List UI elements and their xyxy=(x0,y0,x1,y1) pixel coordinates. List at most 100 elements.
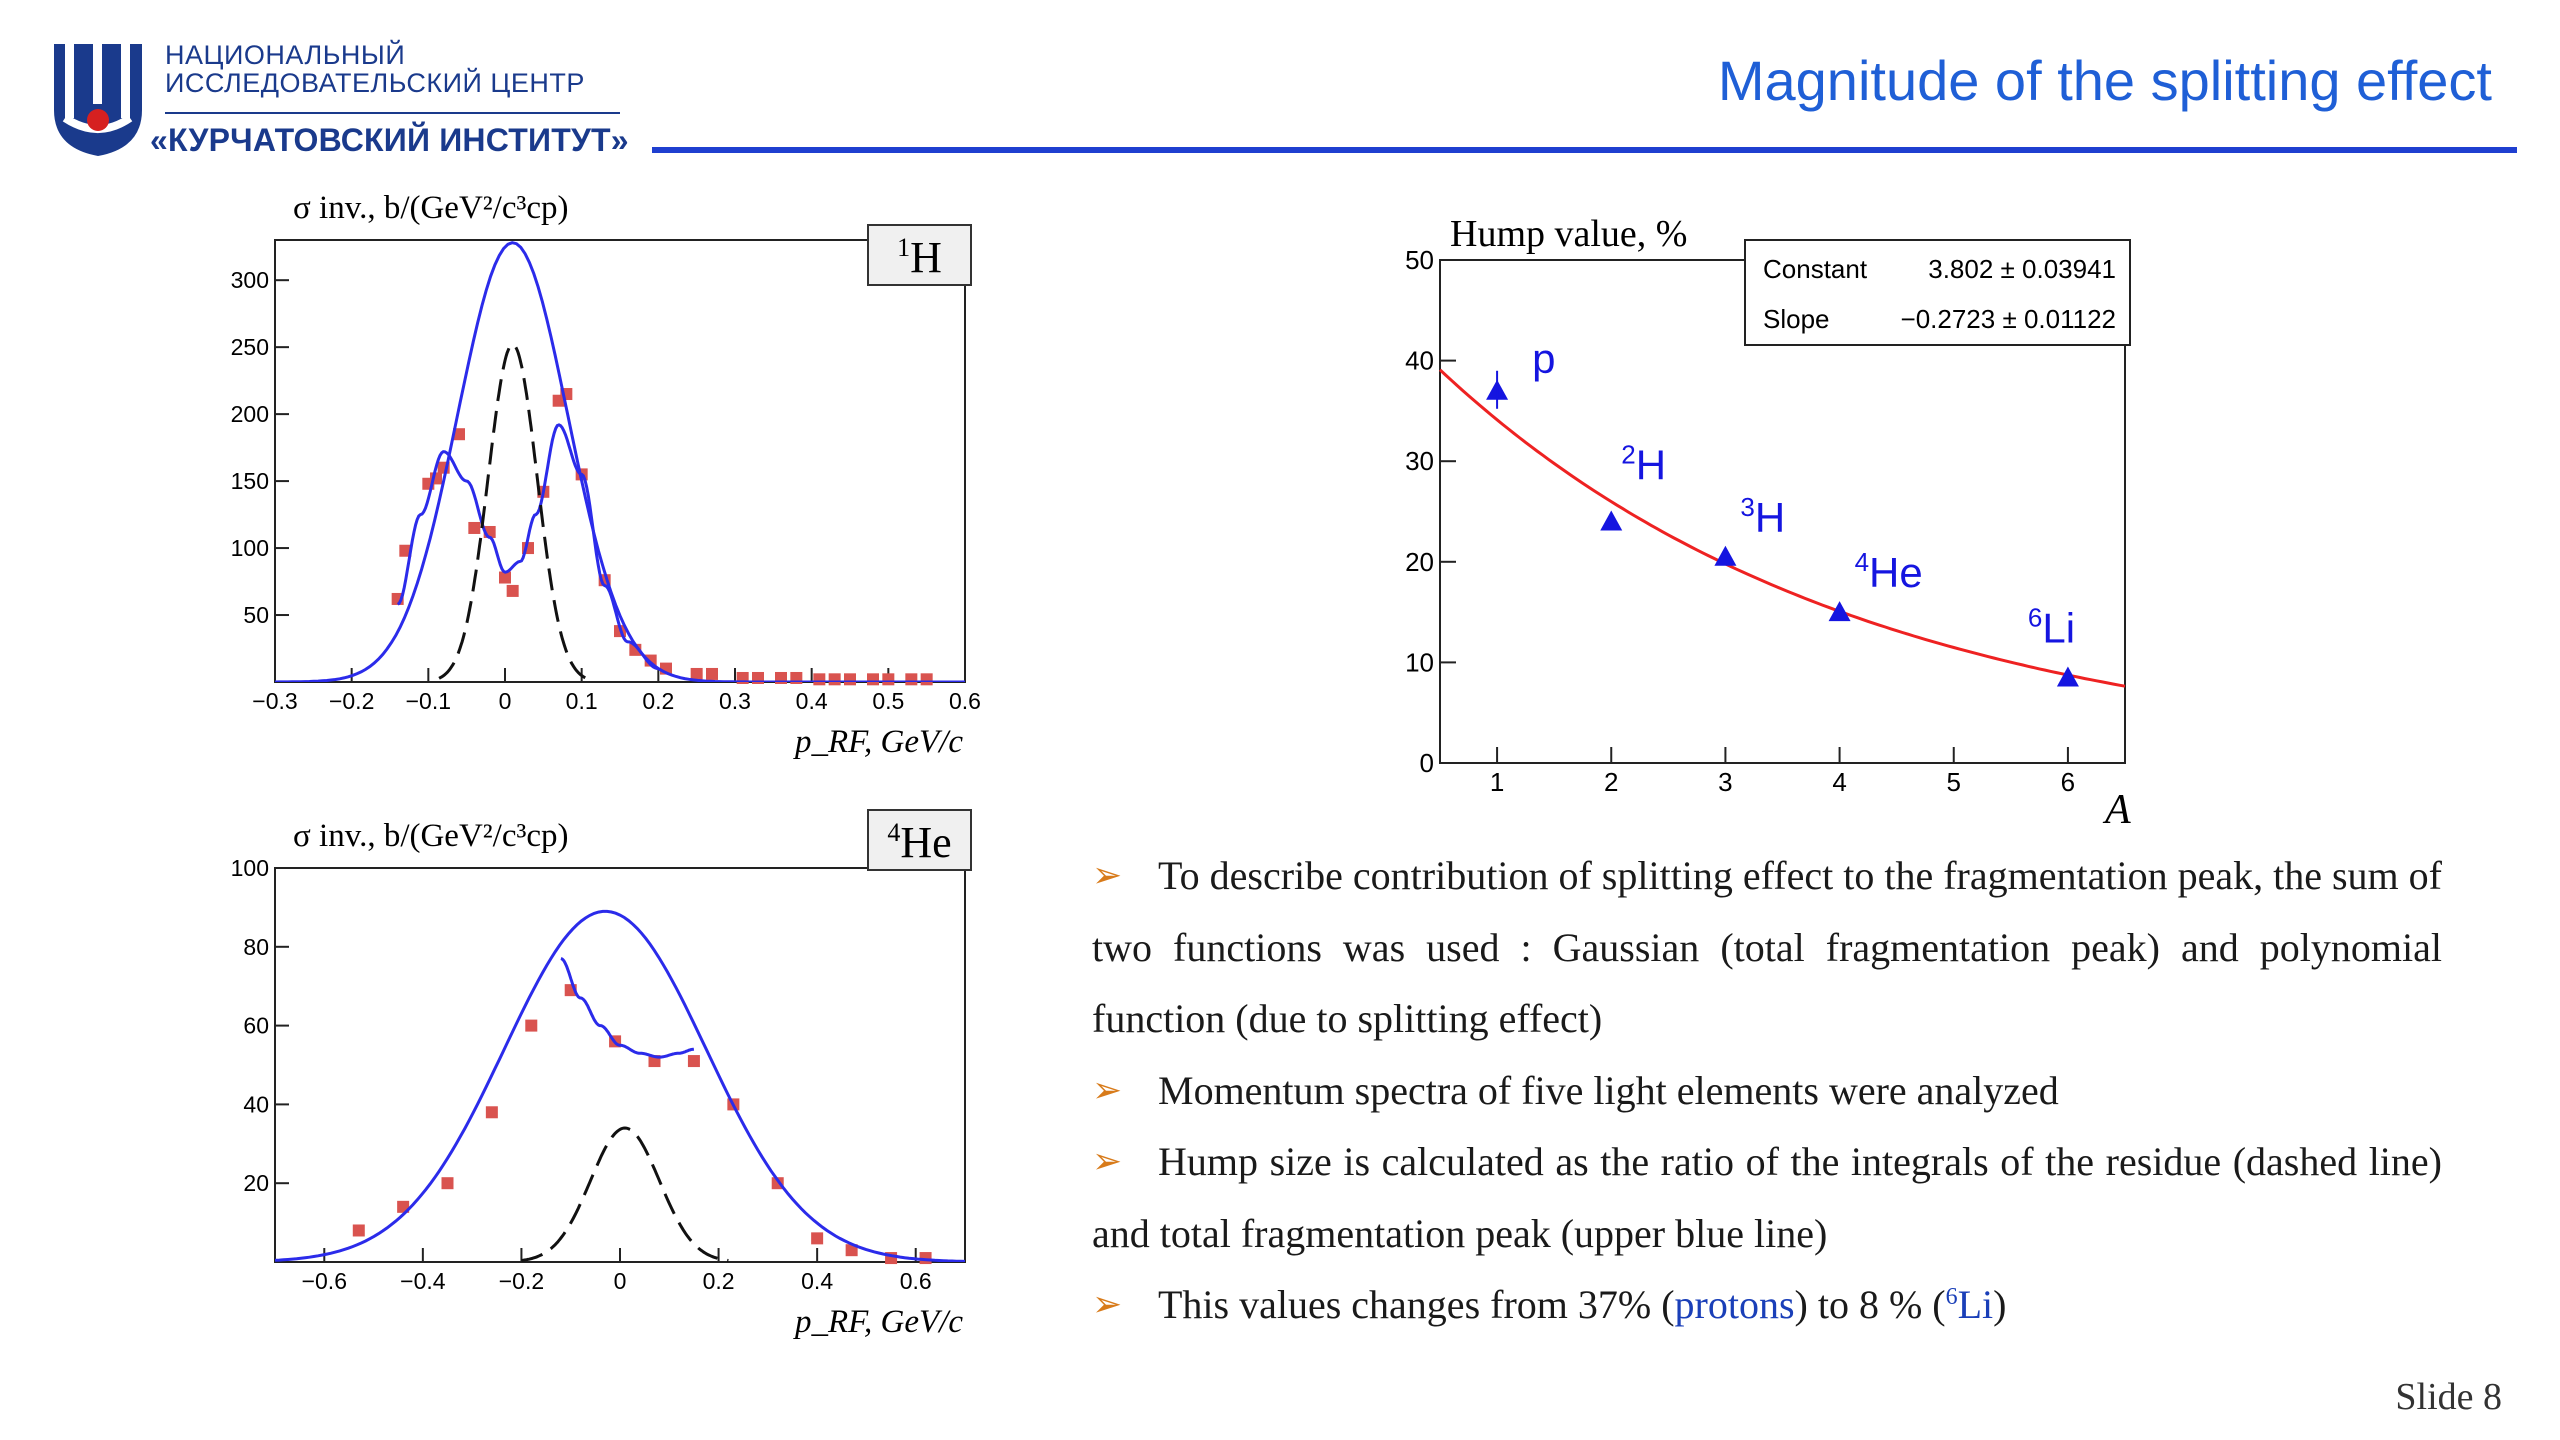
data-point xyxy=(1600,510,1623,531)
data-point xyxy=(1714,545,1737,566)
logo-text-line2: ИССЛЕДОВАТЕЛЬСКИЙ ЦЕНТР xyxy=(165,68,585,98)
y-tick-label: 100 xyxy=(231,855,269,881)
x-tick-label: −0.1 xyxy=(406,688,451,714)
x-axis-label: p_RF, GeV/c xyxy=(793,724,963,760)
y-axis-label: σ inv., b/(GeV²/c³cp) xyxy=(293,190,569,226)
residue-dashed-curve xyxy=(521,1126,729,1262)
title-rule xyxy=(652,147,2517,153)
plot-frame xyxy=(274,867,966,1263)
data-point xyxy=(867,673,879,686)
x-tick-label: 3 xyxy=(1718,767,1732,797)
bullet-item-4: ➢ This values changes from 37% (protons) … xyxy=(1092,1269,2442,1341)
data-point xyxy=(468,521,481,534)
panel-label-box xyxy=(867,224,972,286)
data-point xyxy=(736,671,749,684)
logo-text-line1: НАЦИОНАЛЬНЫЙ xyxy=(165,40,406,70)
y-tick-label: 10 xyxy=(1405,647,1434,677)
hump-value-chart: Hump value, % A 1 2 3 4 5 6 0 10 20 30 40 50 p 2H 3H 4He 6… xyxy=(1405,213,2131,833)
data-point xyxy=(441,1177,454,1190)
point-label: 4He xyxy=(1855,547,1923,596)
y-tick-label: 250 xyxy=(231,334,269,360)
data-point xyxy=(845,1244,858,1257)
y-tick-label: 300 xyxy=(231,267,269,293)
x-tick-label: 5 xyxy=(1947,767,1961,797)
x-tick-label: 6 xyxy=(2061,767,2075,797)
y-axis-label: Hump value, % xyxy=(1450,213,1687,255)
fit-param-value: 3.802 ± 0.03941 xyxy=(1928,254,2116,284)
y-tick-label: 50 xyxy=(1405,245,1434,275)
y-tick-label: 50 xyxy=(243,602,269,628)
panel-label: 4He xyxy=(887,818,951,867)
arrow-bullet-icon: ➢ xyxy=(1092,1141,1123,1182)
data-point xyxy=(811,1232,824,1245)
x-tick-label: 0.1 xyxy=(566,688,598,714)
data-point xyxy=(1828,601,1851,622)
panel-label-box xyxy=(867,809,972,871)
data-point xyxy=(2056,666,2079,687)
x-tick-label: 0.3 xyxy=(719,688,751,714)
data-point xyxy=(485,1106,498,1119)
arrow-bullet-icon: ➢ xyxy=(1092,1069,1123,1111)
x-tick-label: 0 xyxy=(614,1268,627,1294)
arrow-bullet-icon: ➢ xyxy=(1092,1284,1123,1325)
x-tick-label: 0 xyxy=(499,688,512,714)
data-point xyxy=(499,571,511,584)
x-tick-label: −0.4 xyxy=(400,1268,446,1294)
plot-frame xyxy=(274,239,966,683)
y-tick-label: 80 xyxy=(243,934,269,960)
y-tick-label: 100 xyxy=(231,535,269,561)
data-point xyxy=(399,544,412,557)
logo-divider xyxy=(165,112,620,114)
data-point xyxy=(453,428,465,441)
bullet-list: ➢ To describe contribution of splitting e… xyxy=(1092,840,2442,1341)
protons-highlight: protons xyxy=(1674,1282,1795,1327)
data-point xyxy=(352,1224,365,1237)
panel-label: 1H xyxy=(897,233,942,282)
x-tick-label: 0.6 xyxy=(949,688,981,714)
point-label: 6Li xyxy=(2028,602,2075,651)
data-point xyxy=(920,673,933,686)
exponential-fit-curve xyxy=(1438,368,2126,688)
splitting-fit-curve xyxy=(560,957,695,1059)
data-point xyxy=(813,673,826,686)
fit-stats-box xyxy=(1744,239,2131,346)
y-tick-label: 20 xyxy=(1405,547,1434,577)
splitting-fit-curve xyxy=(396,423,659,671)
y-tick-label: 40 xyxy=(243,1091,269,1117)
x-tick-label: 0.2 xyxy=(703,1268,735,1294)
x-tick-label: 0.4 xyxy=(801,1268,833,1294)
x-tick-label: 0.6 xyxy=(900,1268,932,1294)
x-tick-label: 1 xyxy=(1490,767,1504,797)
y-tick-label: 0 xyxy=(1420,748,1434,778)
data-point xyxy=(828,673,841,686)
h1-spectrum-chart: σ inv., b/(GeV²/c³cp) p_RF, GeV/c −0.3 −0.2… xyxy=(231,190,981,760)
x-tick-label: 0.5 xyxy=(872,688,904,714)
total-fit-curve xyxy=(275,241,965,682)
data-point xyxy=(752,671,764,684)
point-label: 3H xyxy=(1740,492,1785,541)
y-axis-label: σ inv., b/(GeV²/c³cp) xyxy=(293,818,569,854)
slide-title: Magnitude of the splitting effect xyxy=(1717,49,2492,112)
slide-number: Slide 8 xyxy=(2395,1376,2502,1418)
data-point xyxy=(882,673,895,686)
y-tick-label: 60 xyxy=(243,1013,269,1039)
data-point xyxy=(775,671,787,684)
y-tick-label: 150 xyxy=(231,468,269,494)
y-tick-label: 40 xyxy=(1405,346,1434,376)
point-label: 2H xyxy=(1621,440,1666,489)
x-tick-label: −0.3 xyxy=(252,688,297,714)
x-tick-label: 2 xyxy=(1604,767,1618,797)
kurchatov-logo: НАЦИОНАЛЬНЫЙ ИССЛЕДОВАТЕЛЬСКИЙ ЦЕНТР «КУ… xyxy=(48,40,648,160)
y-tick-label: 30 xyxy=(1405,446,1434,476)
data-point xyxy=(706,667,718,680)
y-tick-label: 200 xyxy=(231,401,269,427)
x-tick-label: −0.2 xyxy=(499,1268,544,1294)
y-tick-label: 20 xyxy=(243,1170,269,1196)
bullet-item-1: ➢ To describe contribution of splitting e… xyxy=(1092,840,2442,1055)
x-tick-label: 0.2 xyxy=(642,688,674,714)
data-point xyxy=(506,584,519,597)
fit-param-value: −0.2723 ± 0.01122 xyxy=(1901,304,2116,334)
he4-spectrum-chart: σ inv., b/(GeV²/c³cp) p_RF, GeV/c −0.6 −0.4… xyxy=(231,809,972,1340)
kurchatov-emblem-icon xyxy=(54,44,142,156)
x-axis-label: A xyxy=(2102,787,2131,833)
